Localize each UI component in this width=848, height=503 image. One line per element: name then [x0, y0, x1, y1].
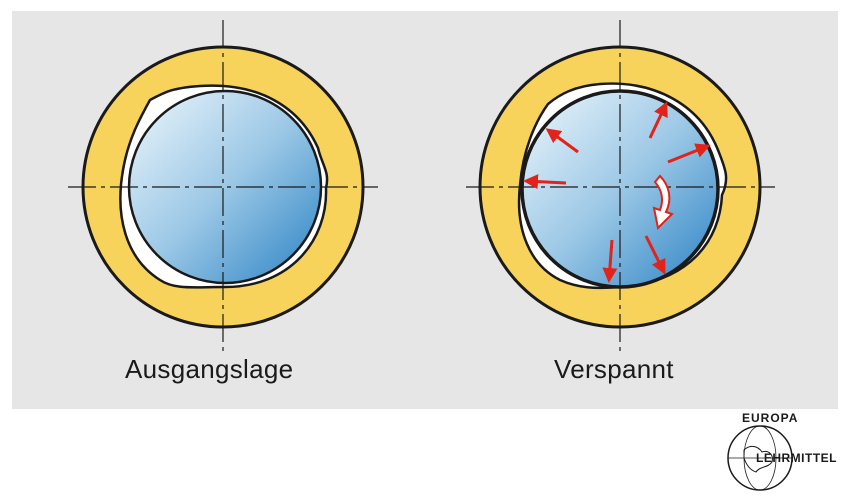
force-arrow-left: [523, 174, 567, 190]
europa-lehrmittel-logo: EUROPA LEHRMITTEL: [727, 411, 837, 491]
right-assembly: [466, 20, 775, 352]
label-verspannt: Verspannt: [554, 354, 674, 384]
force-arrow-top-right: [648, 101, 668, 139]
logo-bottom-text: LEHRMITTEL: [756, 451, 837, 465]
left-assembly: [68, 20, 378, 352]
force-arrow-upper-left: [545, 128, 579, 154]
logo-top-text: EUROPA: [742, 411, 798, 425]
rotation-arrow-icon: [652, 174, 674, 231]
force-arrow-bottom-right: [644, 235, 666, 275]
label-ausgangslage: Ausgangslage: [125, 354, 294, 384]
force-arrow-bottom: [602, 239, 618, 283]
force-arrow-right: [667, 143, 711, 164]
